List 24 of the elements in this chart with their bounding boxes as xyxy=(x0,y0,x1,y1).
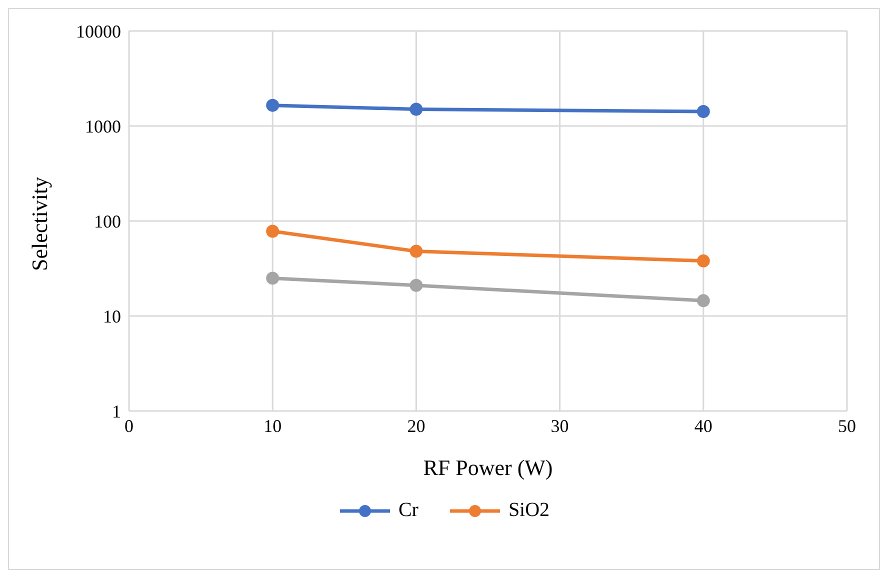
x-tick-label: 20 xyxy=(407,416,426,436)
point xyxy=(696,294,710,308)
x-tick-label: 30 xyxy=(550,416,569,436)
point xyxy=(696,105,710,118)
x-tick-label: 0 xyxy=(124,416,134,436)
x-tick-label: 50 xyxy=(838,416,856,436)
point xyxy=(410,278,423,292)
y-axis-title: Selectivity xyxy=(26,176,52,271)
legend-label: Cr xyxy=(398,499,418,522)
point xyxy=(410,244,423,258)
point xyxy=(266,224,280,238)
x-tick-label: 10 xyxy=(264,416,282,436)
y-tick-label: 10 xyxy=(103,306,121,326)
point xyxy=(410,102,423,116)
x-tick-label: 40 xyxy=(694,416,712,436)
point xyxy=(266,272,280,285)
point xyxy=(696,254,710,268)
y-tick-label: 10000 xyxy=(76,21,121,42)
point xyxy=(266,98,280,112)
y-tick-label: 1 xyxy=(112,401,121,422)
x-axis-title: RF Power (W) xyxy=(423,455,553,480)
legend-label: SiO2 xyxy=(508,499,550,522)
y-tick-label: 1000 xyxy=(85,116,121,136)
y-tick-label: 100 xyxy=(94,211,121,232)
